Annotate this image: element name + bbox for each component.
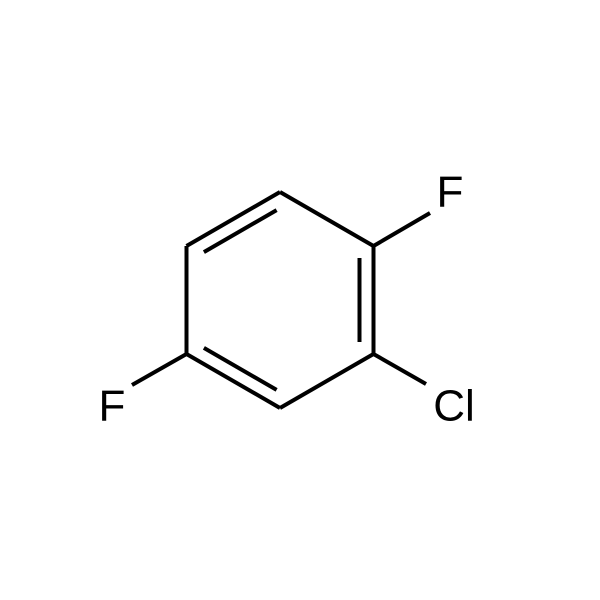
bond-C3-C4	[187, 192, 281, 246]
atom-label-f: F	[437, 168, 464, 217]
substituent-bond-f	[132, 354, 187, 385]
atom-label-f: F	[99, 382, 126, 431]
substituent-bond-f	[374, 213, 431, 246]
bond-C5-C6	[187, 354, 281, 408]
bond-C2-C3	[280, 192, 374, 246]
substituent-bond-cl	[374, 354, 427, 384]
molecule-diagram: Cl F F	[0, 0, 600, 600]
atom-label-cl: Cl	[433, 382, 475, 431]
bond-C6-C1	[280, 354, 374, 408]
